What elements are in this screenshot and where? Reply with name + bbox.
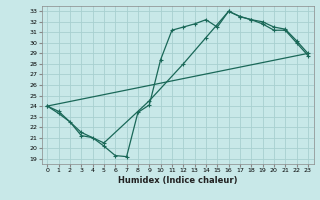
X-axis label: Humidex (Indice chaleur): Humidex (Indice chaleur) [118, 176, 237, 185]
